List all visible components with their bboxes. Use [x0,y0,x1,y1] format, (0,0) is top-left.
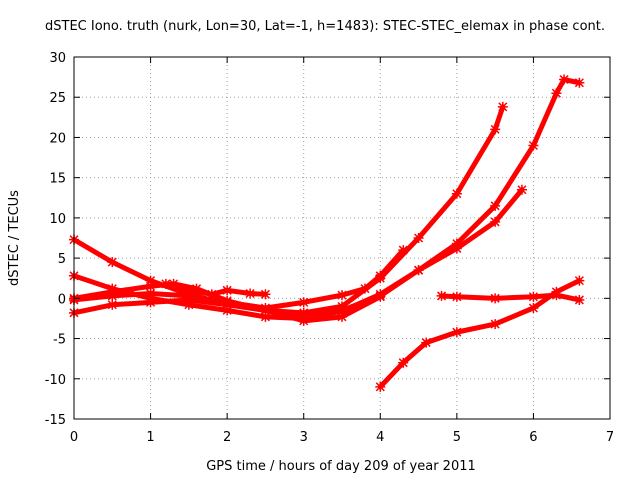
data-point [107,257,118,268]
data-point [359,283,370,294]
chart-title: dSTEC Iono. truth (nurk, Lon=30, Lat=-1,… [45,19,605,34]
data-point [490,293,501,304]
data-point [398,357,409,368]
data-point [337,311,347,322]
data-point [260,311,271,322]
series-1 [69,101,508,318]
data-point [183,294,194,305]
data-point [497,101,508,112]
data-point [145,275,156,286]
data-point [183,285,194,296]
data-point [436,290,447,301]
data-point [451,188,462,199]
x-tick-label: 7 [606,430,614,445]
x-axis-ticks: 0 1 2 3 4 5 6 7 [70,57,614,445]
grid [74,57,610,419]
data-point [551,88,562,99]
data-point [490,124,501,135]
data-point [222,299,233,310]
data-point [451,243,462,254]
y-tick-label: 5 [58,252,66,267]
series-group [69,74,585,392]
data-point [551,290,562,301]
data-point [574,77,585,88]
data-point [298,297,309,308]
x-tick-label: 5 [453,430,461,445]
y-axis-ticks: -15 -10 -5 0 5 10 15 20 25 30 [45,51,610,428]
data-point [490,200,501,211]
data-point [375,291,386,302]
data-point [160,278,171,289]
data-point [337,305,347,316]
data-point [260,289,271,300]
data-point [559,74,570,85]
data-point [222,285,233,296]
x-tick-label: 6 [529,430,537,445]
data-point [191,283,202,294]
data-point [413,265,424,276]
y-tick-label: 30 [49,51,66,66]
data-point [516,184,527,195]
data-point [145,297,156,308]
data-point [375,381,386,392]
x-tick-label: 2 [223,430,231,445]
data-point [413,233,424,243]
data-point [490,319,501,330]
y-tick-label: 20 [49,131,66,146]
data-point [107,299,118,310]
data-point [528,291,539,302]
x-tick-label: 0 [70,430,78,445]
data-point [451,291,462,302]
data-point [298,315,309,326]
y-tick-label: 10 [49,212,66,227]
y-tick-label: -15 [45,413,66,428]
data-point [398,245,409,256]
series-8 [436,290,585,305]
data-point [337,290,347,301]
x-tick-label: 3 [300,430,308,445]
data-point [421,337,432,348]
data-point [375,270,386,281]
data-point [490,216,501,227]
plot-frame [73,56,611,420]
data-point [451,327,462,338]
x-axis-label: GPS time / hours of day 209 of year 2011 [206,459,476,474]
data-point [222,305,233,316]
y-tick-label: 25 [49,91,66,106]
y-tick-label: -5 [53,333,66,348]
y-axis-label: dSTEC / TECUs [7,190,22,286]
data-point [574,294,585,305]
x-tick-label: 1 [146,430,154,445]
x-tick-label: 4 [376,430,384,445]
data-point [145,281,156,292]
data-point [245,288,256,299]
data-point [145,288,156,299]
data-point [528,140,539,151]
y-tick-label: 15 [49,172,66,187]
data-point [260,305,271,316]
y-tick-label: -10 [45,373,66,388]
data-point [206,289,217,300]
series-6 [160,278,271,300]
data-point [528,302,539,313]
series-3 [69,184,527,322]
data-point [107,290,118,301]
data-point [574,275,585,286]
y-tick-label: 0 [58,292,66,307]
